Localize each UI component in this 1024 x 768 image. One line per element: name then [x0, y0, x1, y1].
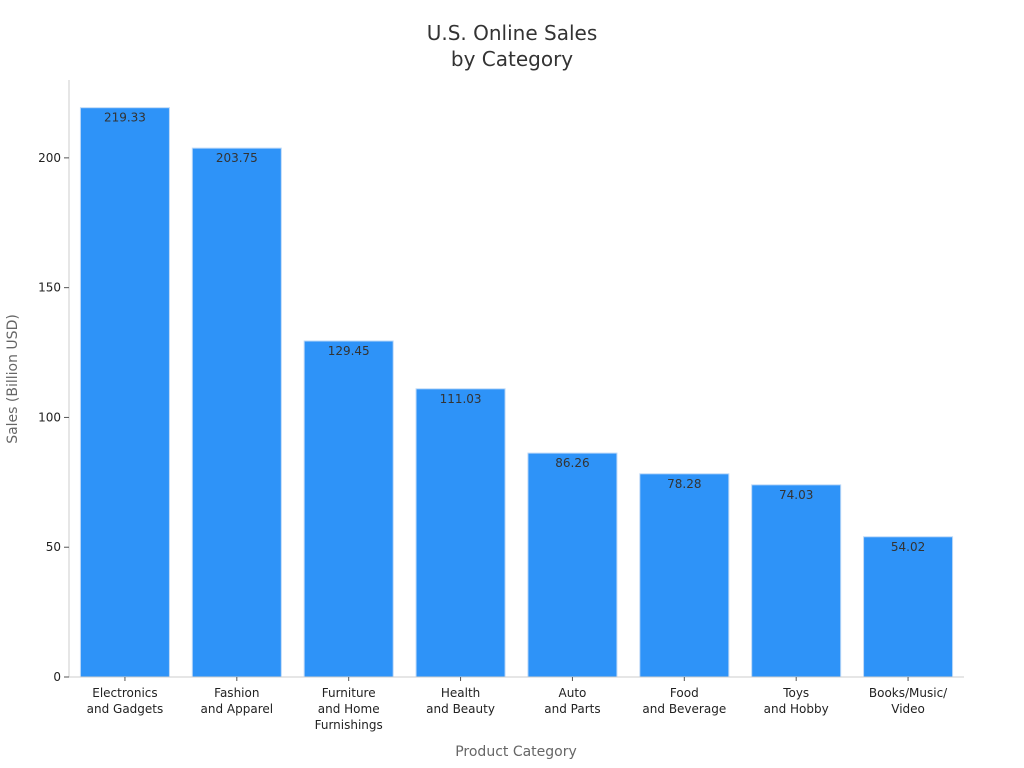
x-tick-label: Electronics and Gadgets [87, 686, 164, 716]
bar [527, 452, 618, 678]
x-tick-label-line: and Gadgets [87, 702, 164, 716]
bar [639, 473, 730, 678]
x-tick-label: Fashion and Apparel [201, 686, 274, 716]
x-tick-label-line: and Home [318, 702, 380, 716]
x-tick-label: Health and Beauty [426, 686, 495, 716]
bar [79, 107, 170, 678]
y-tick-label: 50 [46, 540, 61, 554]
x-tick-label-line: and Beauty [426, 702, 495, 716]
x-tick-label-line: and Hobby [764, 702, 829, 716]
data-labels: 219.33 203.75 129.45 111.03 86.26 78.28 74.03 5… [104, 111, 925, 554]
y-tick-label: 100 [38, 410, 61, 424]
x-tick-label-line: Books/Music/ [869, 686, 948, 700]
bar [191, 147, 282, 678]
bar-value-label: 54.02 [891, 540, 925, 554]
chart-title-line: U.S. Online Sales [427, 21, 598, 45]
chart-title-line: by Category [451, 47, 573, 71]
x-tick-label-line: Fashion [214, 686, 259, 700]
bar [303, 340, 394, 678]
bar [863, 536, 954, 678]
y-tick-label: 0 [53, 670, 61, 684]
chart-title: U.S. Online Sales by Category [427, 21, 598, 71]
y-tick-label: 150 [38, 281, 61, 295]
bar-value-label: 203.75 [216, 151, 258, 165]
bars [79, 107, 954, 678]
x-tick-label-line: and Apparel [201, 702, 274, 716]
y-axis-title: Sales (Billion USD) [5, 314, 21, 444]
x-tick-label-line: Video [891, 702, 925, 716]
x-tick-label-line: and Parts [544, 702, 600, 716]
y-axis: 0 50 100 150 200 [38, 80, 70, 684]
y-tick-label: 200 [38, 151, 61, 165]
chart-title-text: U.S. Online Sales by Category [427, 21, 598, 71]
x-tick-label-line: Food [670, 686, 699, 700]
x-tick-label-line: Electronics [92, 686, 157, 700]
x-tick-label: Furniture and Home Furnishings [315, 686, 383, 732]
x-tick-label-line: Health [441, 686, 480, 700]
bar-value-label: 219.33 [104, 111, 146, 125]
bar-value-label: 129.45 [328, 344, 370, 358]
x-tick-label-line: and Beverage [642, 702, 726, 716]
x-axis-title: Product Category [455, 744, 577, 760]
x-tick-label-line: Toys [782, 686, 809, 700]
bar [751, 484, 842, 678]
bar-value-label: 78.28 [667, 477, 701, 491]
x-tick-label: Toys and Hobby [764, 686, 829, 716]
x-tick-label-line: Furniture [322, 686, 376, 700]
bar-value-label: 111.03 [440, 392, 482, 406]
bar [415, 388, 506, 678]
x-tick-label: Books/Music/Video [869, 686, 948, 716]
x-tick-label: Food and Beverage [642, 686, 726, 716]
x-tick-label-line: Auto [559, 686, 587, 700]
x-axis: Electronics and Gadgets Fashion and Apparel… [69, 676, 964, 732]
x-tick-label-line: Furnishings [315, 718, 383, 732]
bar-value-label: 74.03 [779, 488, 813, 502]
bar-value-label: 86.26 [555, 456, 589, 470]
x-tick-label: Auto and Parts [544, 686, 600, 716]
